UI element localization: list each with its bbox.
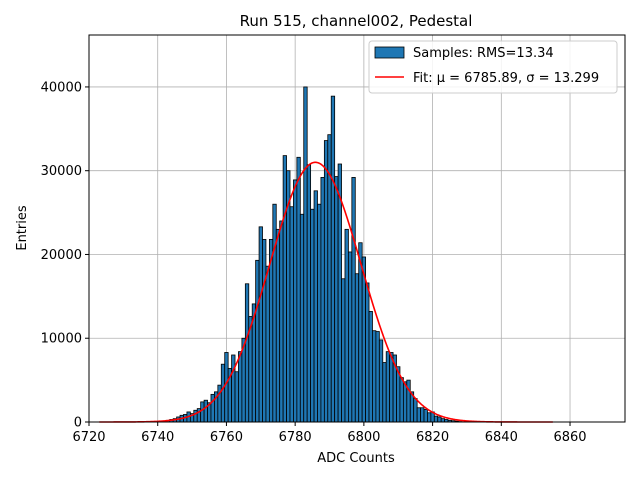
histogram-bar <box>268 238 274 423</box>
legend-swatch-samples <box>374 46 405 59</box>
y-tick-label: 30000 <box>41 164 82 179</box>
x-axis-title: ADC Counts <box>317 451 395 466</box>
legend-box <box>368 40 618 94</box>
histogram-bar <box>289 206 294 423</box>
histogram-bar <box>323 140 329 423</box>
histogram-bar <box>258 226 263 423</box>
histogram-bar <box>351 177 356 423</box>
histogram-bar <box>368 311 373 423</box>
plot-frame <box>88 34 626 423</box>
histogram-bar <box>299 213 305 423</box>
histogram-bar <box>440 418 446 423</box>
histogram-bar <box>272 203 277 423</box>
histogram-bar <box>310 208 315 423</box>
histogram-bar <box>375 331 380 423</box>
histogram-bar <box>427 412 432 423</box>
histogram-bar <box>220 363 226 423</box>
histogram-bar <box>306 164 312 423</box>
histogram-bar <box>361 256 366 423</box>
histogram-bar <box>365 282 370 423</box>
x-tick-label: 6720 <box>72 430 105 445</box>
histogram-bar <box>200 401 205 423</box>
histogram-bar <box>348 251 353 423</box>
histogram-bar <box>224 352 229 423</box>
legend-label-samples: Samples: RMS=13.34 <box>413 46 554 61</box>
x-tick-label: 6760 <box>210 430 243 445</box>
x-tick-label: 6800 <box>347 430 380 445</box>
histogram-bar <box>275 228 281 423</box>
axis-ticks: 6720 6740 6760 6780 6800 6820 6840 6860 0 10000 20… <box>41 80 587 445</box>
histogram-bar <box>282 155 287 423</box>
histogram-bar <box>255 259 260 423</box>
histogram-bar <box>317 203 322 423</box>
histogram-bar <box>402 381 408 423</box>
histogram-bar <box>262 238 267 423</box>
histogram-bar <box>413 398 418 423</box>
histogram-bar <box>313 190 318 423</box>
histogram-bar <box>234 371 239 423</box>
histogram-bar <box>420 407 425 423</box>
x-tick-label: 6860 <box>553 430 586 445</box>
histogram-bar <box>433 415 439 423</box>
legend: Samples: RMS=13.34 Fit: μ = 6785.89, σ =… <box>368 40 618 94</box>
histogram-bar <box>372 330 377 423</box>
y-tick-label: 20000 <box>41 248 82 263</box>
histogram-bar <box>203 399 208 423</box>
histogram-bar <box>238 351 243 423</box>
histogram-bar <box>354 273 360 423</box>
histogram-bar <box>210 393 215 423</box>
legend-label-fit: Fit: μ = 6785.89, σ = 13.299 <box>413 71 599 86</box>
y-axis-title: Entries <box>15 205 30 251</box>
histogram-bar <box>399 377 404 423</box>
histogram-bar <box>231 354 236 423</box>
histogram-bar <box>423 409 428 423</box>
histogram-bar <box>279 220 284 423</box>
histogram-bar <box>437 416 442 423</box>
x-tick-label: 6820 <box>416 430 449 445</box>
histogram-bar <box>341 278 346 423</box>
histogram-bar <box>303 86 308 423</box>
histogram-bar <box>416 407 421 423</box>
histogram-bar <box>330 95 336 423</box>
y-tick-label: 40000 <box>41 80 82 95</box>
histogram-bar <box>293 179 298 423</box>
histogram-bar <box>389 352 394 423</box>
x-tick-label: 6780 <box>279 430 312 445</box>
histogram-bar <box>193 409 198 423</box>
histogram-bar <box>337 163 342 423</box>
histogram-bar <box>385 351 391 423</box>
histogram-bar <box>265 265 270 423</box>
x-tick-label: 6840 <box>485 430 518 445</box>
y-tick-label: 0 <box>74 416 82 431</box>
histogram-bar <box>382 362 387 423</box>
histogram-bar <box>320 177 325 423</box>
histogram-bar <box>244 283 250 423</box>
histogram-bar <box>358 242 363 423</box>
histogram-bar <box>296 156 301 423</box>
chart-title: Run 515, channel002, Pedestal <box>240 12 473 30</box>
y-tick-label: 10000 <box>41 332 82 347</box>
histogram-bar <box>378 339 384 423</box>
x-tick-label: 6740 <box>141 430 174 445</box>
histogram-bar <box>344 228 349 423</box>
histogram-bar <box>334 176 339 423</box>
